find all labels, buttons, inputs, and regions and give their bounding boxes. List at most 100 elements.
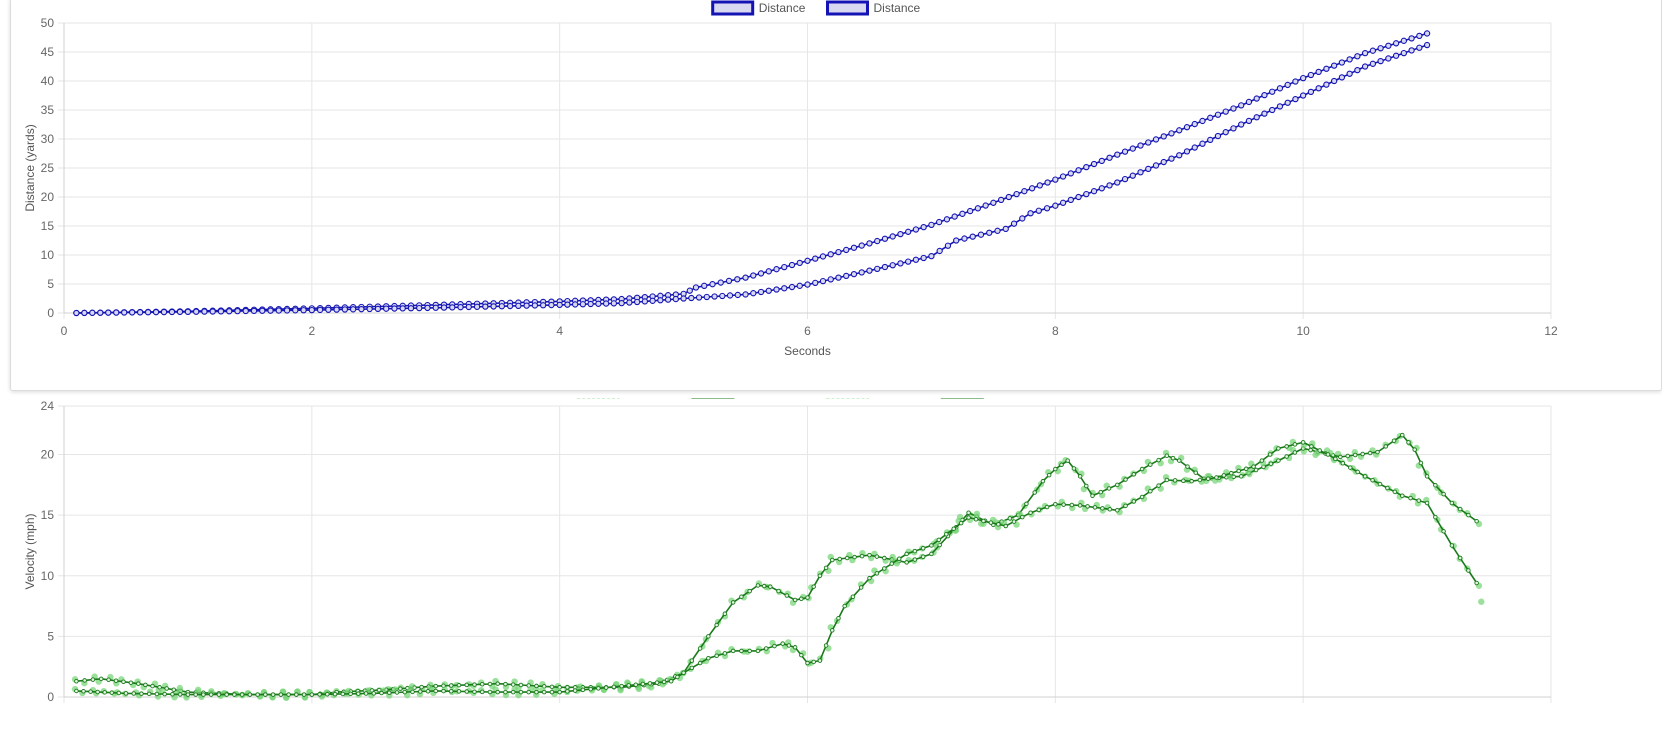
distance-data-point [1245, 117, 1253, 125]
distance-data-point [1121, 175, 1129, 183]
distance-data-point [1330, 77, 1338, 85]
velocity-data-point [852, 554, 857, 560]
distance-data-point [168, 308, 176, 316]
velocity-data-point [332, 691, 338, 697]
distance-y-tick-label: 10 [41, 248, 55, 262]
distance-data-point [1261, 91, 1268, 99]
distance-data-point [1222, 129, 1229, 136]
velocity-data-point [1028, 510, 1033, 515]
velocity-data-point [867, 552, 872, 558]
distance-data-point [943, 216, 951, 223]
velocity-data-point [850, 594, 856, 600]
distance-data-point [250, 307, 258, 315]
velocity-data-point [619, 683, 624, 689]
velocity-data-point [896, 556, 902, 562]
velocity-data-point [1214, 475, 1219, 480]
velocity-data-point [1457, 555, 1463, 561]
velocity-data-point [157, 685, 162, 690]
velocity-data-point [503, 681, 508, 687]
distance-data-point [773, 266, 780, 273]
velocity-data-point [1383, 444, 1389, 449]
velocity-data-point [837, 556, 842, 562]
distance-data-point [1369, 47, 1377, 54]
velocity-data-point [479, 682, 485, 687]
distance-data-point [498, 303, 505, 310]
distance-data-point [548, 301, 555, 309]
velocity-data-point [958, 520, 964, 526]
velocity-data-point [1466, 568, 1471, 573]
distance-data-point [572, 301, 579, 308]
velocity-data-point [549, 684, 555, 690]
velocity-data-point [904, 551, 909, 557]
distance-data-point [1253, 114, 1260, 121]
velocity-data-point [1007, 516, 1013, 521]
velocity-data-point [1259, 458, 1265, 463]
distance-chart-panel: 0 2 4 6 8 10 12 0 5 10 15 20 25 30 35 40 45 50 Seconds Dist… [10, 0, 1662, 391]
velocity-data-point [394, 690, 400, 695]
distance-data-point [242, 307, 249, 315]
distance-data-point [1059, 173, 1067, 180]
velocity-data-point [1340, 460, 1346, 466]
velocity-data-point [472, 682, 477, 687]
distance-data-point [881, 235, 889, 242]
velocity-data-point [1172, 478, 1178, 483]
distance-data-point [1292, 95, 1299, 103]
distance-data-point [160, 308, 168, 316]
distance-data-point [951, 213, 958, 220]
velocity-y-tick-label: 20 [41, 448, 55, 462]
velocity-data-point [1251, 464, 1256, 469]
velocity-data-point [1090, 493, 1095, 498]
velocity-data-point [1077, 474, 1083, 479]
distance-data-point [788, 261, 796, 269]
distance-data-point [881, 263, 889, 271]
velocity-data-point [768, 584, 773, 589]
velocity-data-point [944, 532, 949, 537]
velocity-data-point [510, 682, 516, 687]
velocity-data-point [1243, 466, 1249, 472]
velocity-data-point [1065, 458, 1070, 463]
velocity-data-point [874, 554, 880, 559]
distance-data-point [105, 309, 112, 316]
distance-data-point [121, 309, 128, 316]
distance-y-tick-label: 35 [41, 103, 55, 117]
velocity-data-point [1433, 482, 1438, 488]
distance-data-point [897, 260, 904, 267]
velocity-data-point [912, 557, 918, 562]
distance-data-point [1292, 78, 1299, 85]
distance-data-point [725, 277, 733, 285]
distance-x-tick-label: 0 [61, 324, 68, 338]
distance-data-point [695, 294, 703, 301]
velocity-data-point [464, 682, 469, 688]
distance-data-point [217, 308, 225, 315]
distance-data-point [275, 307, 282, 314]
velocity-data-point [387, 690, 392, 696]
distance-data-point [750, 272, 757, 279]
velocity-data-point [1400, 432, 1405, 438]
distance-data-point [97, 309, 104, 316]
distance-data-point [374, 305, 382, 313]
distance-data-point [1207, 114, 1214, 121]
velocity-data-point [747, 648, 752, 654]
velocity-data-point [1044, 504, 1050, 510]
distance-data-point [827, 276, 834, 283]
distance-data-point [1098, 185, 1105, 192]
velocity-data-point [1040, 478, 1046, 484]
velocity-data-point [208, 692, 214, 697]
distance-chart: 0 2 4 6 8 10 12 0 5 10 15 20 25 30 35 40 45 50 Seconds Dist… [23, 0, 1558, 358]
velocity-data-point [82, 678, 87, 683]
velocity-data-point [1362, 474, 1368, 479]
velocity-data-point [1348, 465, 1353, 470]
velocity-data-point [792, 645, 798, 650]
distance-y-tick-label: 50 [41, 16, 55, 30]
velocity-data-point [441, 688, 446, 694]
velocity-data-point [1449, 500, 1455, 506]
velocity-data-point [1370, 477, 1375, 483]
distance-data-point [1114, 179, 1121, 186]
velocity-data-point [1238, 474, 1244, 479]
velocity-data-point [633, 682, 639, 687]
velocity-data-point [1170, 455, 1176, 461]
distance-data-point [1361, 63, 1369, 70]
velocity-data-point [224, 692, 229, 697]
distance-data-point [974, 205, 982, 212]
distance-data-point [1052, 202, 1059, 209]
